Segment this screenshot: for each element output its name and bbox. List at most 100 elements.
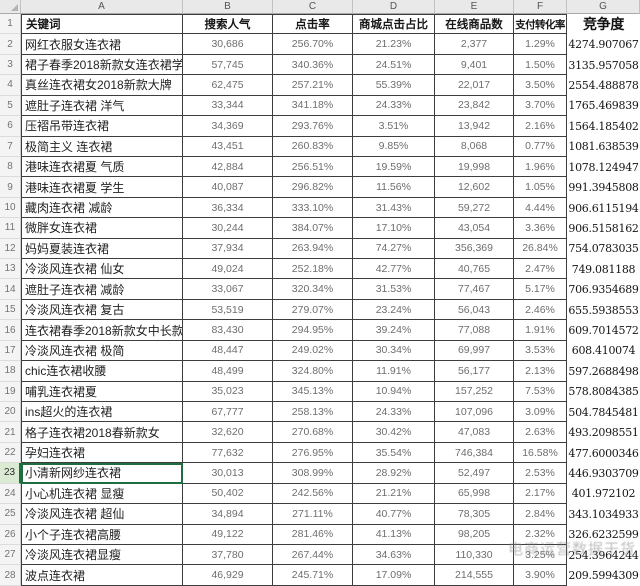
row-number-13[interactable]: 13	[0, 259, 21, 280]
cell-cC14[interactable]: 320.34%	[273, 279, 353, 300]
cell-cE19[interactable]: 157,252	[435, 381, 514, 403]
column-header-A[interactable]: A	[21, 0, 183, 14]
row-number-21[interactable]: 21	[0, 422, 21, 443]
cell-cB8[interactable]: 42,884	[183, 156, 273, 178]
cell-cA13[interactable]: 冷淡风连衣裙 仙女	[21, 259, 183, 280]
cell-cC28[interactable]: 245.71%	[273, 565, 353, 586]
cell-cB4[interactable]: 62,475	[183, 75, 273, 96]
cell-cE28[interactable]: 214,555	[435, 565, 514, 586]
cell-cD28[interactable]: 17.09%	[353, 565, 435, 586]
cell-cC26[interactable]: 281.46%	[273, 524, 353, 545]
cell-cD19[interactable]: 10.94%	[353, 381, 435, 403]
cell-cD14[interactable]: 31.53%	[353, 279, 435, 300]
cell-cA8[interactable]: 港味连衣裙夏 气质	[21, 156, 183, 178]
row-number-6[interactable]: 6	[0, 116, 21, 137]
cell-cG5[interactable]: 1765.469839	[567, 95, 640, 117]
row-number-27[interactable]: 27	[0, 544, 21, 566]
cell-cB20[interactable]: 67,777	[183, 402, 273, 423]
column-header-F[interactable]: F	[514, 0, 567, 14]
cell-cE13[interactable]: 40,765	[435, 259, 514, 280]
cell-cB10[interactable]: 36,334	[183, 197, 273, 219]
cell-cG27[interactable]: 254.3964244	[567, 544, 640, 566]
cell-cE11[interactable]: 43,054	[435, 218, 514, 239]
cell-cB24[interactable]: 50,402	[183, 483, 273, 505]
cell-cC13[interactable]: 252.18%	[273, 259, 353, 280]
cell-cE12[interactable]: 356,369	[435, 238, 514, 260]
cell-cF4[interactable]: 3.50%	[514, 75, 567, 96]
cell-cD21[interactable]: 30.42%	[353, 422, 435, 443]
cell-cA21[interactable]: 格子连衣裙2018春新款女	[21, 422, 183, 443]
row-number-1[interactable]: 1	[0, 14, 21, 35]
cell-cB18[interactable]: 48,499	[183, 361, 273, 382]
cell-cC19[interactable]: 345.13%	[273, 381, 353, 403]
cell-cB19[interactable]: 35,023	[183, 381, 273, 403]
cell-cC25[interactable]: 271.11%	[273, 504, 353, 525]
cell-cG11[interactable]: 906.5158162	[567, 218, 640, 239]
cell-cE14[interactable]: 77,467	[435, 279, 514, 300]
cell-cG17[interactable]: 608.410074	[567, 340, 640, 362]
row-number-7[interactable]: 7	[0, 136, 21, 157]
cell-cG25[interactable]: 343.1034933	[567, 504, 640, 525]
cell-cF27[interactable]: 3.25%	[514, 544, 567, 566]
cell-cG23[interactable]: 446.9303709	[567, 463, 640, 484]
cell-cA9[interactable]: 港味连衣裙夏 学生	[21, 177, 183, 198]
cell-cD26[interactable]: 41.13%	[353, 524, 435, 545]
cell-cG13[interactable]: 749.081188	[567, 259, 640, 280]
cell-cA23[interactable]: 小清新网纱连衣裙	[21, 463, 183, 484]
cell-cC17[interactable]: 249.02%	[273, 340, 353, 362]
cell-cF26[interactable]: 2.32%	[514, 524, 567, 545]
column-header-C[interactable]: C	[273, 0, 353, 14]
cell-cF20[interactable]: 3.09%	[514, 402, 567, 423]
cell-cB11[interactable]: 30,244	[183, 218, 273, 239]
cell-cF6[interactable]: 2.16%	[514, 116, 567, 137]
cell-cE4[interactable]: 22,017	[435, 75, 514, 96]
header-cell-cE1[interactable]: 在线商品数	[435, 14, 514, 35]
cell-cB16[interactable]: 83,430	[183, 320, 273, 341]
cell-cA10[interactable]: 藏肉连衣裙 减龄	[21, 197, 183, 219]
cell-cD7[interactable]: 9.85%	[353, 136, 435, 157]
cell-cB3[interactable]: 57,745	[183, 54, 273, 76]
cell-cC8[interactable]: 256.51%	[273, 156, 353, 178]
cell-cF11[interactable]: 3.36%	[514, 218, 567, 239]
cell-cB27[interactable]: 37,780	[183, 544, 273, 566]
cell-cA12[interactable]: 妈妈夏装连衣裙	[21, 238, 183, 260]
cell-cE21[interactable]: 47,083	[435, 422, 514, 443]
cell-cG21[interactable]: 493.2098551	[567, 422, 640, 443]
cell-cC6[interactable]: 293.76%	[273, 116, 353, 137]
cell-cE2[interactable]: 2,377	[435, 34, 514, 55]
row-number-26[interactable]: 26	[0, 524, 21, 545]
cell-cD20[interactable]: 24.33%	[353, 402, 435, 423]
cell-cG4[interactable]: 2554.488878	[567, 75, 640, 96]
cell-cE22[interactable]: 746,384	[435, 442, 514, 464]
cell-cA11[interactable]: 微胖女连衣裙	[21, 218, 183, 239]
cell-cC5[interactable]: 341.18%	[273, 95, 353, 117]
cell-cF5[interactable]: 3.70%	[514, 95, 567, 117]
cell-cA5[interactable]: 遮肚子连衣裙 洋气	[21, 95, 183, 117]
cell-cB26[interactable]: 49,122	[183, 524, 273, 545]
cell-cD27[interactable]: 34.63%	[353, 544, 435, 566]
cell-cE9[interactable]: 12,602	[435, 177, 514, 198]
cell-cC18[interactable]: 324.80%	[273, 361, 353, 382]
cell-cF14[interactable]: 5.17%	[514, 279, 567, 300]
cell-cC9[interactable]: 296.82%	[273, 177, 353, 198]
row-number-11[interactable]: 11	[0, 218, 21, 239]
cell-cE5[interactable]: 23,842	[435, 95, 514, 117]
row-number-3[interactable]: 3	[0, 54, 21, 76]
cell-cB28[interactable]: 46,929	[183, 565, 273, 586]
cell-cG12[interactable]: 754.0783035	[567, 238, 640, 260]
cell-cB23[interactable]: 30,013	[183, 463, 273, 484]
cell-cB22[interactable]: 77,632	[183, 442, 273, 464]
cell-cA27[interactable]: 冷淡风连衣裙显瘦	[21, 544, 183, 566]
cell-cG16[interactable]: 609.7014572	[567, 320, 640, 341]
cell-cE23[interactable]: 52,497	[435, 463, 514, 484]
row-number-23[interactable]: 23	[0, 463, 21, 484]
column-header-B[interactable]: B	[183, 0, 273, 14]
cell-cD11[interactable]: 17.10%	[353, 218, 435, 239]
cell-cG14[interactable]: 706.9354689	[567, 279, 640, 300]
cell-cC11[interactable]: 384.07%	[273, 218, 353, 239]
cell-cB14[interactable]: 33,067	[183, 279, 273, 300]
cell-cE7[interactable]: 8,068	[435, 136, 514, 157]
cell-cB13[interactable]: 49,024	[183, 259, 273, 280]
row-number-5[interactable]: 5	[0, 95, 21, 117]
cell-cA22[interactable]: 孕妇连衣裙	[21, 442, 183, 464]
